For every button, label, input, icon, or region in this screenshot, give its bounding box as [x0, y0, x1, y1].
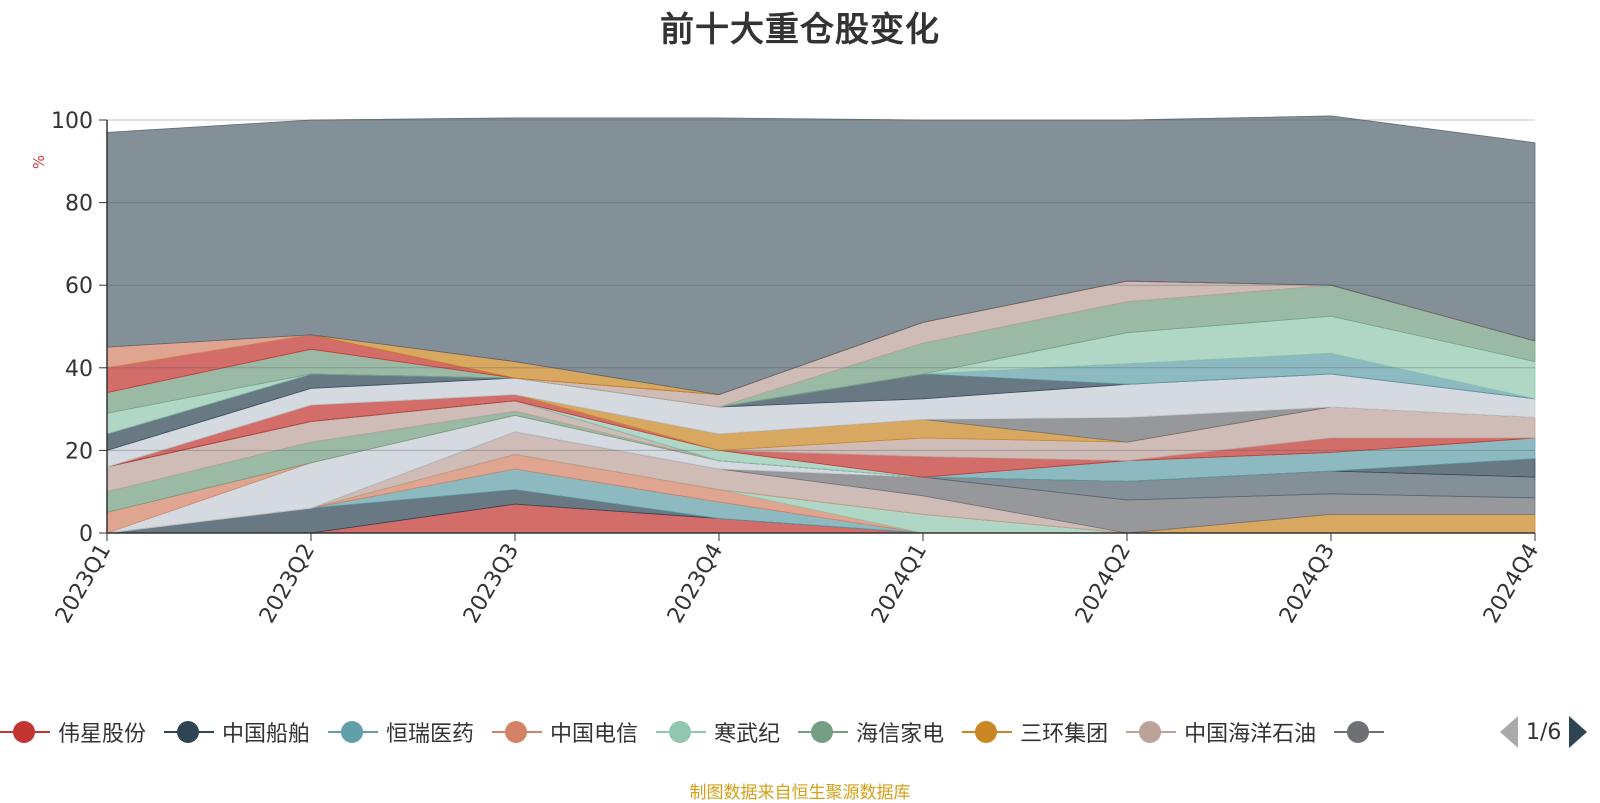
area-series-31 — [106, 115, 1536, 396]
legend-item-7[interactable]: 三环集团 — [962, 716, 1108, 748]
x-tick-label: 2023Q4 — [663, 540, 728, 628]
y-tick-label: 60 — [65, 274, 93, 299]
legend-marker-icon — [164, 719, 215, 745]
y-axis-label: % — [30, 155, 48, 169]
chart-area: 0 20 40 60 80 100 2023Q1 2023Q2 2023Q3 2023Q4 2024… — [30, 109, 1544, 628]
y-tick-label: 80 — [65, 192, 93, 217]
legend-item-3[interactable]: 恒瑞医药 — [328, 716, 474, 748]
x-tick-label: 2024Q1 — [867, 540, 932, 628]
x-tick-label: 2024Q3 — [1275, 540, 1340, 628]
legend-pager: 1/6 — [1500, 716, 1588, 748]
legend-label: 寒武纪 — [714, 722, 781, 747]
legend: 伟星股份 中国船舶 恒瑞医药 中国电信 寒武纪 海信家电 三环集团 中国海洋石油 — [0, 712, 1410, 752]
y-tick-label: 40 — [65, 357, 93, 382]
x-tick-label: 2024Q2 — [1071, 540, 1136, 628]
legend-label: 恒瑞医药 — [386, 722, 475, 747]
legend-marker-icon — [798, 719, 849, 745]
legend-label: 三环集团 — [1020, 722, 1109, 747]
legend-label: 中国船舶 — [222, 722, 311, 747]
legend-marker-icon — [962, 719, 1013, 745]
legend-prev-page-icon[interactable] — [1500, 716, 1518, 748]
gridlines — [107, 119, 1535, 451]
legend-item-5[interactable]: 寒武纪 — [656, 716, 780, 748]
chart-title: 前十大重仓股变化 — [660, 10, 940, 50]
legend-label: 中国海洋石油 — [1184, 722, 1317, 747]
legend-label: 中国电信 — [550, 722, 639, 747]
y-tick-label: 20 — [65, 439, 93, 464]
legend-item-9[interactable] — [1334, 719, 1392, 745]
x-tick-label: 2024Q4 — [1479, 540, 1544, 628]
legend-page-indicator: 1/6 — [1526, 719, 1562, 745]
legend-marker-icon — [656, 719, 707, 745]
y-tick-label: 0 — [79, 522, 93, 547]
x-tick-label: 2023Q1 — [51, 540, 116, 628]
y-tick-label: 100 — [51, 109, 93, 134]
area-series-group — [106, 115, 1536, 534]
legend-next-page-icon[interactable] — [1569, 716, 1588, 748]
legend-label: 海信家电 — [856, 722, 945, 747]
legend-marker-icon — [328, 719, 379, 745]
legend-marker-icon — [1126, 719, 1177, 745]
legend-marker-icon — [492, 719, 543, 745]
legend-item-8[interactable]: 中国海洋石油 — [1126, 716, 1316, 748]
legend-label: 伟星股份 — [58, 722, 147, 747]
legend-item-1[interactable]: 伟星股份 — [0, 716, 146, 748]
legend-marker-icon — [0, 719, 50, 745]
source-note: 制图数据来自恒生聚源数据库 — [689, 783, 911, 803]
x-tick-label: 2023Q3 — [459, 540, 524, 628]
legend-item-4[interactable]: 中国电信 — [492, 716, 638, 748]
legend-item-2[interactable]: 中国船舶 — [164, 716, 310, 748]
legend-marker-icon — [1334, 719, 1385, 745]
legend-item-6[interactable]: 海信家电 — [798, 716, 944, 748]
x-tick-label: 2023Q2 — [255, 540, 320, 628]
